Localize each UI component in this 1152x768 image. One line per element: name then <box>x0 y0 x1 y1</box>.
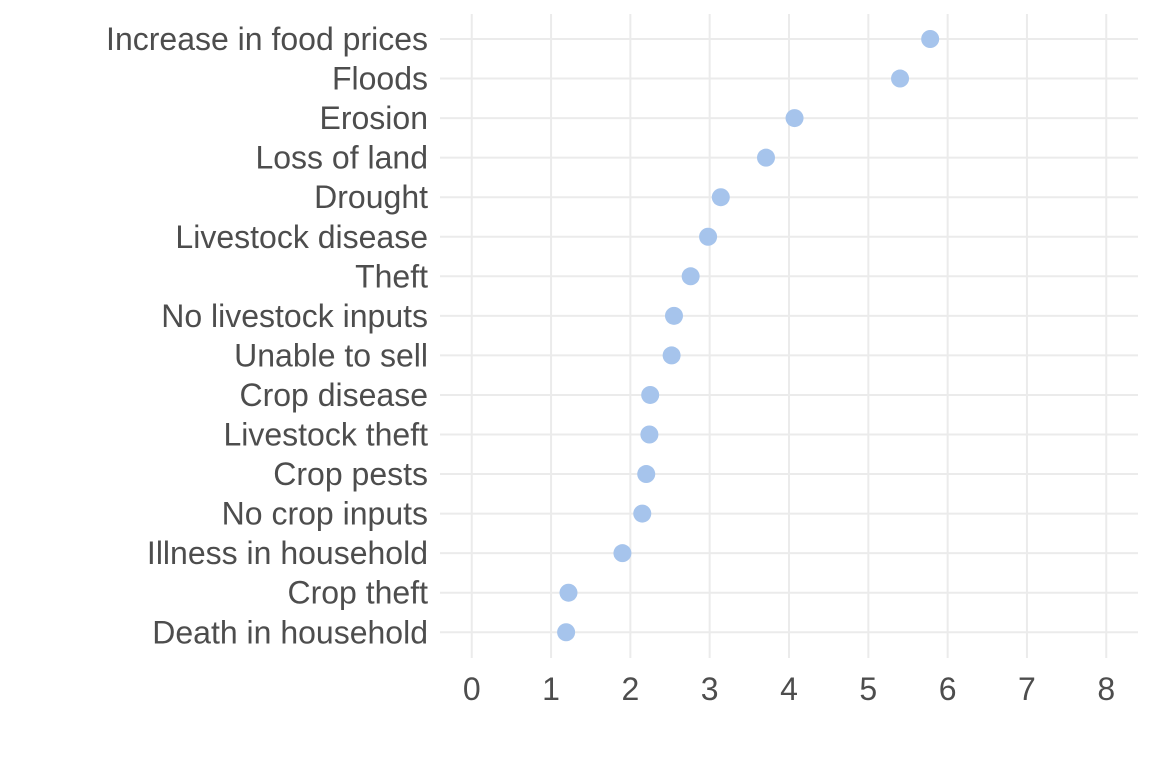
grid-layer <box>440 14 1138 658</box>
category-label: No livestock inputs <box>161 298 428 334</box>
x-tick-label: 7 <box>1018 671 1036 707</box>
x-tick-label: 4 <box>780 671 798 707</box>
category-label: Theft <box>355 258 428 294</box>
data-point <box>641 385 660 404</box>
category-label: Illness in household <box>147 535 428 571</box>
category-label: Crop disease <box>239 377 428 413</box>
data-point <box>662 346 681 365</box>
category-label: No crop inputs <box>222 496 428 532</box>
data-point <box>785 109 804 128</box>
x-tick-label: 6 <box>939 671 957 707</box>
data-point <box>559 583 578 602</box>
category-label: Increase in food prices <box>106 21 428 57</box>
data-point <box>756 148 775 167</box>
category-label: Crop pests <box>273 456 428 492</box>
x-tick-label: 0 <box>463 671 481 707</box>
data-point <box>640 425 659 444</box>
category-label: Loss of land <box>255 140 428 176</box>
data-point <box>681 267 700 286</box>
category-label: Crop theft <box>287 575 428 611</box>
data-point <box>921 30 940 48</box>
data-points <box>557 30 940 642</box>
data-point <box>633 504 652 523</box>
x-tick-label: 1 <box>542 671 560 707</box>
category-label: Unable to sell <box>234 337 428 373</box>
category-label: Livestock disease <box>175 219 428 255</box>
data-point <box>699 227 718 246</box>
x-tick-label: 5 <box>859 671 877 707</box>
category-label: Drought <box>314 179 428 215</box>
x-tick-label: 2 <box>621 671 639 707</box>
x-tick-label: 3 <box>701 671 719 707</box>
data-point <box>637 465 656 484</box>
data-point <box>891 69 910 88</box>
category-label: Livestock theft <box>223 417 428 453</box>
data-point <box>613 544 632 563</box>
category-label: Death in household <box>152 614 428 650</box>
x-tick-label: 8 <box>1097 671 1115 707</box>
category-label: Floods <box>332 61 428 97</box>
data-point <box>711 188 730 207</box>
data-point <box>557 623 576 642</box>
data-point <box>664 306 683 325</box>
category-label: Erosion <box>320 100 429 136</box>
x-axis-ticks: 0 1 2 3 4 5 6 7 8 <box>463 671 1115 707</box>
